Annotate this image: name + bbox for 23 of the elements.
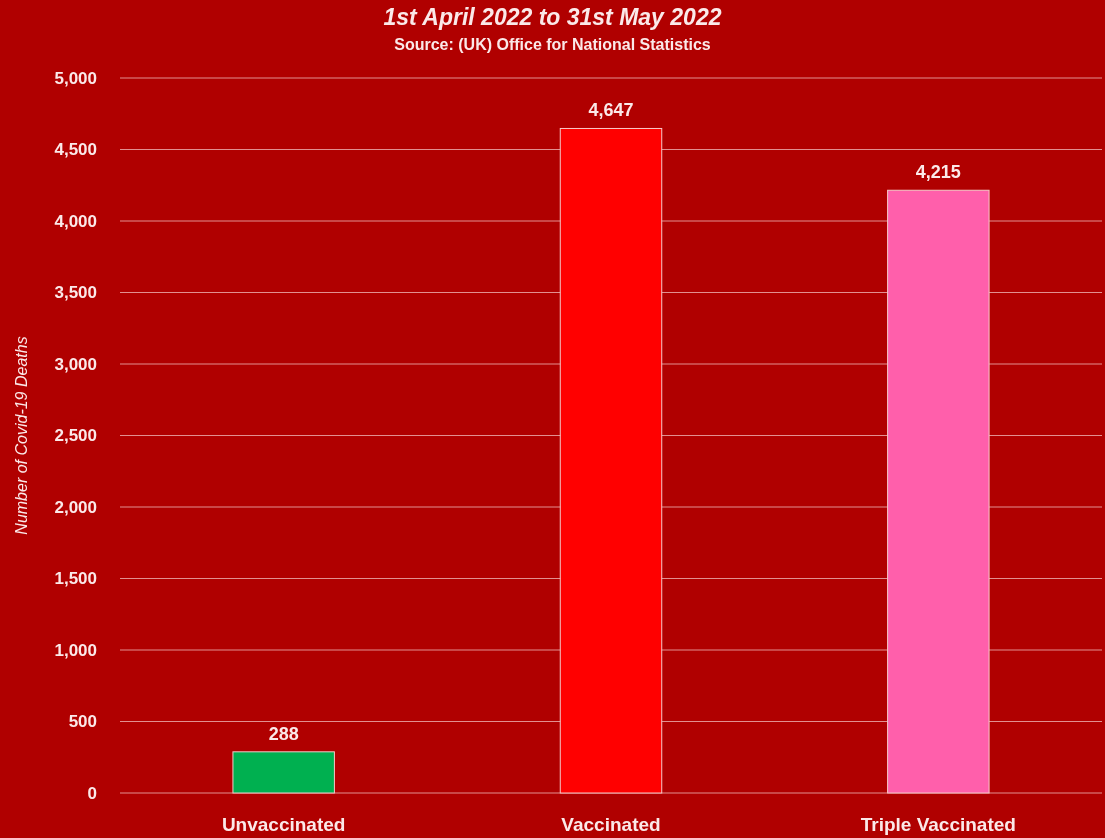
- data-label: 4,647: [588, 100, 634, 121]
- y-tick-label: 1,000: [54, 640, 97, 660]
- bar: [232, 751, 335, 794]
- x-tick-label: Triple Vaccinated: [860, 814, 1016, 835]
- data-label: 4,215: [915, 162, 961, 183]
- y-axis-title: Number of Covid-19 Deaths: [13, 336, 30, 535]
- data-label: 288: [268, 723, 299, 744]
- y-tick-label: 3,000: [54, 354, 97, 374]
- bar: [559, 127, 663, 794]
- source-note: Source: (UK) Office for National Statistics: [394, 36, 711, 53]
- y-tick-label: 0: [87, 783, 97, 803]
- y-tick-label: 5,000: [54, 68, 97, 88]
- y-tick-label: 500: [68, 712, 97, 732]
- y-tick-label: 4,500: [54, 140, 97, 160]
- chart-title: 1st April 2022 to 31st May 2022: [383, 4, 722, 30]
- x-tick-label: Vaccinated: [561, 814, 661, 835]
- x-tick-label: Unvaccinated: [221, 814, 346, 835]
- bar: [887, 189, 990, 794]
- y-tick-label: 3,500: [54, 283, 97, 303]
- y-tick-label: 4,000: [54, 211, 97, 231]
- y-tick-label: 2,000: [54, 497, 97, 517]
- y-tick-label: 1,500: [54, 569, 97, 589]
- y-tick-label: 2,500: [54, 426, 97, 446]
